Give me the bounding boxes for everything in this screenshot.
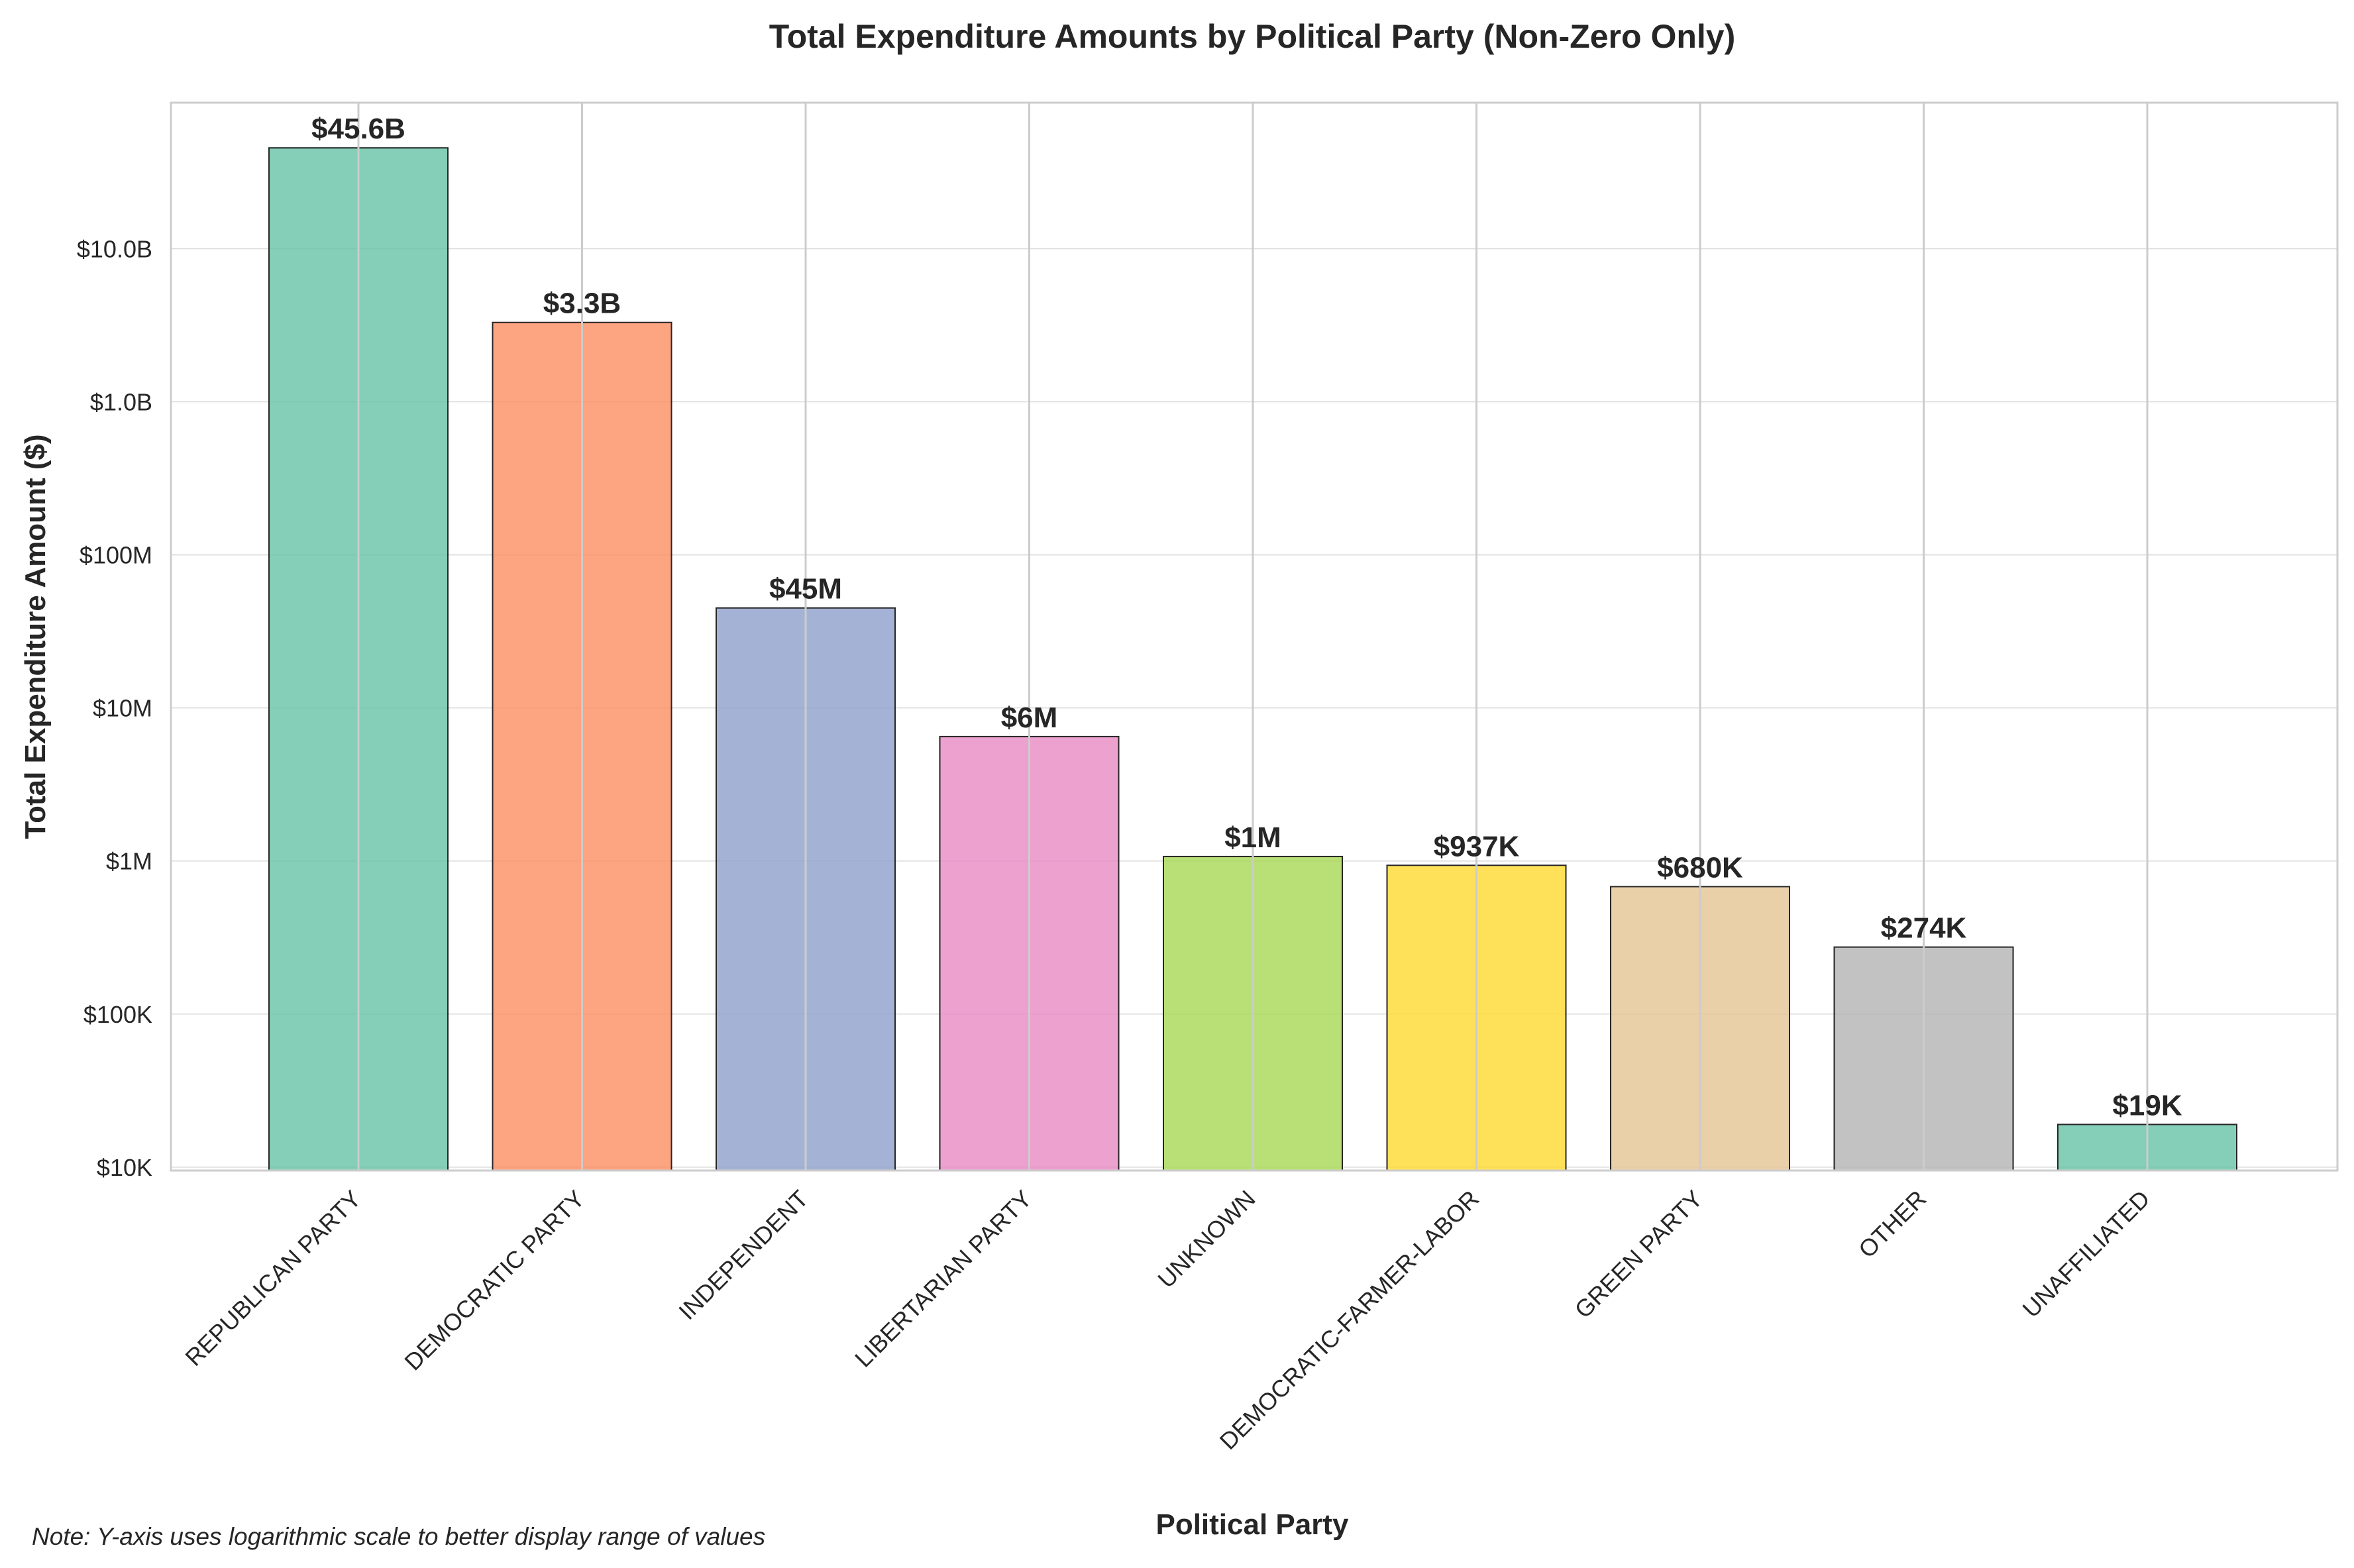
- x-axis-label: Political Party: [1155, 1508, 1349, 1541]
- y-tick-label: $1.0B: [90, 389, 152, 416]
- vertical-grid: [357, 103, 2149, 1171]
- data-label: $1M: [1224, 821, 1281, 854]
- data-label: $19K: [2112, 1089, 2182, 1122]
- chart-title: Total Expenditure Amounts by Political P…: [769, 18, 1735, 55]
- y-tick-label: $10M: [93, 695, 152, 722]
- data-label: $3.3B: [543, 287, 621, 320]
- y-axis-label: Total Expenditure Amount ($): [19, 434, 52, 839]
- plot-frame: [170, 101, 2339, 1172]
- y-tick-label: $100M: [80, 542, 152, 569]
- y-tick-label: $10.0B: [77, 235, 152, 262]
- data-label: $6M: [1001, 702, 1058, 734]
- data-label: $680K: [1657, 851, 1743, 884]
- y-tick-label: $10K: [97, 1154, 152, 1181]
- data-label: $45.6B: [311, 113, 405, 145]
- data-labels: $45.6B $3.3B $45M $6M $1M $937K $680K $274K $19K: [311, 113, 2182, 1122]
- footnote: Note: Y-axis uses logarithmic scale to b…: [32, 1523, 765, 1550]
- y-tick-label: $1M: [106, 848, 152, 875]
- data-label: $937K: [1434, 830, 1520, 862]
- y-tick-label: $100K: [83, 1001, 152, 1028]
- y-tick-labels: $10K $100K $1M $10M $100M $1.0B $10.0B: [77, 235, 152, 1180]
- data-label: $45M: [769, 573, 842, 605]
- data-label: $274K: [1881, 912, 1967, 945]
